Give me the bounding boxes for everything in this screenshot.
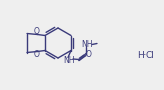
Text: ·: · [143,50,147,60]
Text: O: O [86,50,92,59]
Text: Cl: Cl [145,50,154,59]
Text: NH: NH [63,56,75,65]
Text: O: O [34,50,40,59]
Text: H: H [137,50,143,59]
Text: O: O [34,27,40,36]
Text: NH: NH [81,40,93,49]
